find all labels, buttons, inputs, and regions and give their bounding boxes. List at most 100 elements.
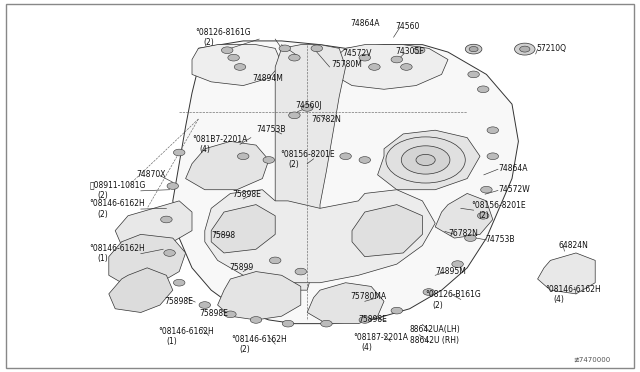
Text: 75780M: 75780M (332, 60, 362, 69)
Text: 64824N: 64824N (559, 241, 589, 250)
Text: (1): (1) (166, 337, 177, 346)
Text: 74864A: 74864A (498, 164, 527, 173)
Circle shape (452, 261, 463, 267)
Text: °08156-8201E: °08156-8201E (471, 201, 525, 210)
Text: (2): (2) (288, 160, 299, 169)
Circle shape (468, 71, 479, 78)
Circle shape (228, 54, 239, 61)
Text: °08146-6162H: °08146-6162H (232, 335, 287, 344)
Circle shape (359, 157, 371, 163)
Text: 74560J: 74560J (296, 101, 323, 110)
Circle shape (340, 153, 351, 160)
Circle shape (282, 320, 294, 327)
Text: 75898E: 75898E (232, 190, 261, 199)
Text: 74572V: 74572V (342, 49, 372, 58)
Text: 75780MA: 75780MA (351, 292, 387, 301)
Circle shape (391, 56, 403, 63)
Circle shape (477, 212, 489, 219)
Circle shape (465, 44, 482, 54)
Text: 74753B: 74753B (256, 125, 285, 134)
Text: (4): (4) (361, 343, 372, 352)
Circle shape (413, 47, 425, 54)
Polygon shape (352, 205, 422, 257)
Text: 88642UA(LH): 88642UA(LH) (410, 325, 460, 334)
Circle shape (301, 105, 313, 111)
Circle shape (465, 235, 476, 241)
Text: (2): (2) (97, 191, 108, 200)
Polygon shape (109, 234, 186, 286)
Text: (2): (2) (433, 301, 444, 310)
Text: 74560: 74560 (396, 22, 420, 31)
Text: 75898E: 75898E (164, 297, 193, 306)
Circle shape (269, 257, 281, 264)
Circle shape (289, 112, 300, 119)
Polygon shape (307, 283, 384, 324)
Polygon shape (333, 45, 448, 89)
Text: (2): (2) (479, 211, 490, 220)
Circle shape (289, 54, 300, 61)
Text: 76782N: 76782N (448, 229, 478, 238)
Polygon shape (378, 130, 480, 190)
Circle shape (359, 54, 371, 61)
Circle shape (416, 154, 435, 166)
Text: °08156-8201E: °08156-8201E (280, 150, 335, 158)
Text: 74864A: 74864A (351, 19, 380, 28)
Circle shape (173, 149, 185, 156)
Polygon shape (205, 190, 435, 283)
Text: 75899: 75899 (229, 263, 253, 272)
Polygon shape (173, 41, 518, 324)
Circle shape (321, 320, 332, 327)
Text: 74572W: 74572W (498, 185, 530, 194)
Polygon shape (109, 268, 173, 312)
Circle shape (279, 45, 291, 52)
Circle shape (295, 268, 307, 275)
Text: 75898E: 75898E (358, 315, 387, 324)
Text: 75898: 75898 (211, 231, 236, 240)
Text: °08126-B161G: °08126-B161G (425, 290, 481, 299)
Circle shape (263, 157, 275, 163)
Text: Ⓝ08911-1081G: Ⓝ08911-1081G (90, 181, 146, 190)
Polygon shape (211, 205, 275, 253)
Text: (1): (1) (97, 254, 108, 263)
Circle shape (391, 307, 403, 314)
Circle shape (237, 153, 249, 160)
Text: 88642U (RH): 88642U (RH) (410, 336, 459, 345)
Text: 74894M: 74894M (253, 74, 284, 83)
Text: 75898E: 75898E (200, 309, 228, 318)
Circle shape (161, 216, 172, 223)
Polygon shape (218, 272, 301, 320)
Circle shape (234, 64, 246, 70)
Text: °08187-2201A: °08187-2201A (353, 333, 408, 341)
Text: (2): (2) (97, 210, 108, 219)
Text: (2): (2) (203, 38, 214, 47)
Polygon shape (538, 253, 595, 294)
Circle shape (520, 46, 530, 52)
Text: (4): (4) (200, 145, 211, 154)
Text: °08146-6162H: °08146-6162H (545, 285, 601, 294)
Polygon shape (186, 141, 269, 190)
Circle shape (167, 183, 179, 189)
Circle shape (469, 46, 478, 52)
Circle shape (487, 127, 499, 134)
Text: 74753B: 74753B (485, 235, 515, 244)
Text: °081B7-2201A: °081B7-2201A (192, 135, 248, 144)
Text: 57210Q: 57210Q (536, 44, 566, 53)
Text: 74870X: 74870X (136, 170, 166, 179)
Circle shape (225, 311, 236, 318)
Circle shape (401, 146, 450, 174)
Circle shape (221, 47, 233, 54)
Circle shape (401, 64, 412, 70)
Polygon shape (275, 45, 346, 290)
Circle shape (515, 43, 535, 55)
Circle shape (359, 317, 371, 323)
Circle shape (487, 153, 499, 160)
Text: 76782N: 76782N (311, 115, 341, 124)
Circle shape (423, 289, 435, 295)
Circle shape (477, 86, 489, 93)
Text: 74305F: 74305F (396, 47, 424, 56)
Text: (2): (2) (239, 345, 250, 354)
Text: ≇7470000: ≇7470000 (573, 357, 610, 363)
Text: °08126-8161G: °08126-8161G (195, 28, 251, 37)
Polygon shape (435, 193, 493, 238)
Circle shape (386, 137, 465, 183)
